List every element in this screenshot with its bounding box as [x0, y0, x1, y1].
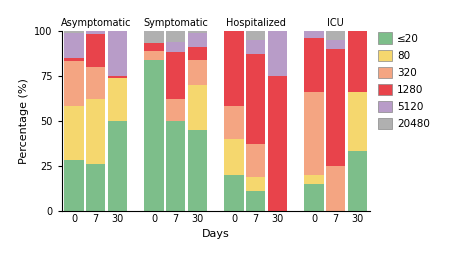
Bar: [64, 31, 83, 33]
Bar: [188, 130, 207, 211]
Bar: [108, 78, 127, 121]
Bar: [268, 76, 287, 211]
Bar: [246, 54, 265, 144]
Bar: [145, 60, 164, 211]
Bar: [304, 31, 324, 38]
Bar: [64, 61, 83, 106]
Bar: [224, 139, 244, 175]
Bar: [188, 31, 207, 33]
Text: Hospitalized: Hospitalized: [226, 18, 286, 28]
Bar: [188, 47, 207, 60]
Bar: [304, 92, 324, 175]
Bar: [246, 31, 265, 40]
Bar: [326, 31, 345, 40]
Bar: [166, 52, 185, 99]
Bar: [145, 51, 164, 60]
Bar: [246, 191, 265, 211]
Bar: [166, 99, 185, 121]
Bar: [268, 31, 287, 76]
Bar: [166, 31, 185, 42]
Bar: [188, 85, 207, 130]
Bar: [86, 99, 105, 164]
Bar: [224, 106, 244, 139]
Bar: [166, 42, 185, 52]
Bar: [224, 175, 244, 211]
Bar: [64, 58, 83, 61]
Bar: [108, 76, 127, 78]
Bar: [145, 43, 164, 51]
Bar: [348, 151, 367, 211]
Bar: [304, 175, 324, 184]
Bar: [86, 164, 105, 211]
Bar: [326, 49, 345, 166]
Bar: [188, 33, 207, 47]
Bar: [246, 177, 265, 191]
Bar: [246, 144, 265, 177]
Bar: [348, 92, 367, 151]
Legend: ≤20, 80, 320, 1280, 5120, 20480: ≤20, 80, 320, 1280, 5120, 20480: [378, 32, 429, 129]
Text: Symptomatic: Symptomatic: [143, 18, 208, 28]
Bar: [86, 34, 105, 67]
Bar: [188, 60, 207, 85]
Bar: [224, 31, 244, 106]
Bar: [326, 40, 345, 49]
Bar: [64, 160, 83, 211]
Bar: [326, 166, 345, 211]
Bar: [64, 33, 83, 58]
Bar: [304, 38, 324, 92]
Bar: [246, 40, 265, 54]
Y-axis label: Percentage (%): Percentage (%): [18, 78, 28, 164]
Bar: [64, 106, 83, 160]
Bar: [86, 67, 105, 99]
Bar: [108, 121, 127, 211]
Bar: [166, 121, 185, 211]
X-axis label: Days: Days: [202, 229, 229, 239]
Bar: [108, 31, 127, 76]
Bar: [145, 31, 164, 43]
Text: Asymptomatic: Asymptomatic: [61, 18, 131, 28]
Bar: [304, 184, 324, 211]
Bar: [348, 31, 367, 92]
Bar: [86, 31, 105, 34]
Text: ICU: ICU: [327, 18, 344, 28]
